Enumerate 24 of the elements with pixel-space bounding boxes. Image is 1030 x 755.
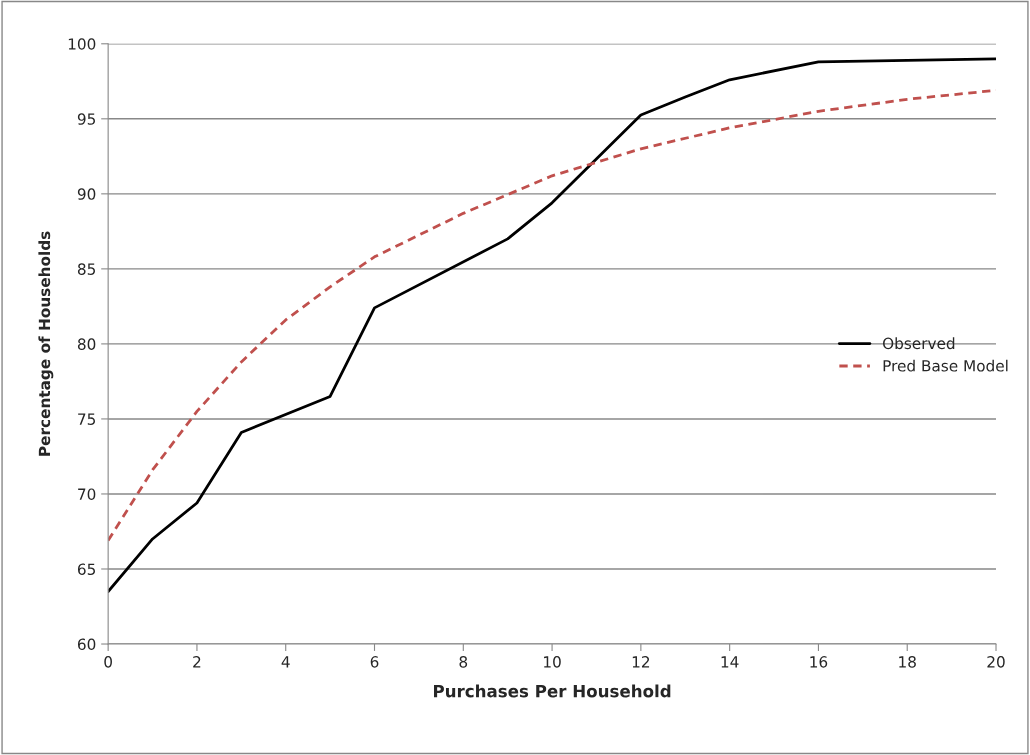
x-tick-label: 2	[193, 656, 201, 668]
y-tick-label: 75	[78, 413, 96, 425]
x-axis-title: Purchases Per Household	[434, 684, 671, 698]
x-tick-label: 12	[632, 656, 650, 668]
x-tick-label: 16	[810, 656, 828, 668]
y-tick-label: 80	[77, 338, 96, 350]
x-tick-label: 8	[459, 656, 468, 668]
y-tick-label: 65	[77, 563, 96, 576]
y-tick-label: 60	[77, 638, 96, 651]
legend-label: Observed	[882, 337, 955, 350]
legend-label: Pred Base Model	[883, 359, 1008, 372]
x-tick-label: 20	[987, 656, 1005, 668]
y-tick-label: 95	[77, 113, 96, 125]
x-tick-label: 0	[104, 656, 112, 668]
x-tick-label: 18	[899, 656, 916, 668]
x-tick-label: 4	[281, 656, 290, 668]
y-tick-label: 70	[78, 488, 96, 500]
x-tick-label: 14	[721, 656, 739, 668]
y-tick-label: 85	[77, 263, 96, 275]
y-axis-title: Percentage of Households	[38, 231, 54, 456]
y-tick-label: 90	[77, 188, 96, 200]
x-tick-label: 10	[544, 656, 561, 668]
x-tick-label: 6	[370, 656, 379, 668]
y-tick-label: 100	[68, 38, 96, 50]
